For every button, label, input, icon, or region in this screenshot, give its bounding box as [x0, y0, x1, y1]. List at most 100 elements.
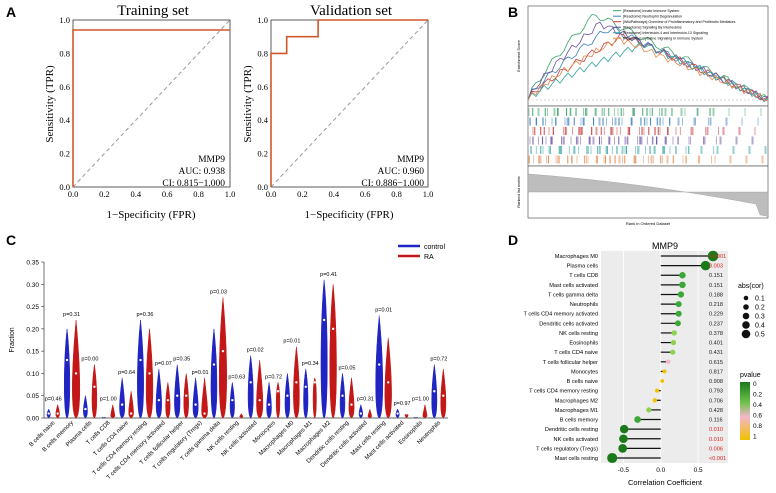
lollipop-dot — [652, 398, 657, 403]
violin-pvalue: p=0.01 — [192, 370, 209, 376]
color-legend-label: 1 — [753, 434, 757, 441]
lollipop-dot — [670, 339, 677, 346]
violin-RA — [128, 391, 134, 419]
violin-chart: 0.00 0.05 0.10 0.15 0.20 0.25 0.30 0.35 Fractio… — [9, 244, 448, 481]
gsea-panel: [Reactome] Innate Immune System [Reactome… — [516, 5, 769, 226]
roc-training-curve — [72, 29, 230, 187]
gsea-legend-label: [Reactome] Cytokine Signaling In Immune … — [623, 37, 703, 41]
gsea-ranked-metric — [527, 173, 769, 217]
violin-median-dot — [74, 372, 78, 375]
lollipop-row-label: T cells CD4 memory resting — [529, 389, 598, 395]
size-legend-title: abs(cor) — [738, 283, 764, 290]
lollipop-pvalue: <0.001 — [709, 254, 726, 260]
lollipop-pvalue: 0.151 — [709, 283, 723, 289]
violin-control — [155, 368, 162, 419]
violin-median-dot — [286, 394, 289, 397]
violin-median-dot — [194, 403, 197, 406]
lollipop-dot — [662, 369, 667, 374]
violin-median-dot — [387, 381, 390, 384]
lollipop-pvalue: 0.010 — [709, 437, 723, 443]
violin-median-dot — [322, 318, 326, 322]
lollipop-dot — [646, 407, 652, 413]
violin-pvalue: p=0.63 — [228, 374, 245, 380]
panel-a-letter: A — [6, 4, 16, 20]
lollipop-dot — [675, 301, 682, 308]
violin-RA — [312, 377, 317, 419]
roc-validation-ytick: 0.4 — [257, 115, 268, 125]
violin-control — [320, 279, 328, 419]
gsea-legend-label: [WikiPathways] Overview of Proinflammato… — [623, 20, 736, 24]
violin-median-dot — [221, 349, 225, 353]
violin-control — [137, 319, 144, 419]
gsea-legend-label: [Reactome] Neutrophil Degranulation — [623, 15, 682, 19]
violin-control — [247, 355, 254, 419]
legend-ra-label: RA — [424, 254, 434, 261]
gsea-legend: [Reactome] Innate Immune System [Reactome… — [613, 9, 736, 41]
violin-pvalue: p=1.00 — [100, 397, 117, 403]
violin-RA — [256, 360, 264, 419]
size-legend-dot — [743, 304, 749, 310]
lollipop-dot — [679, 271, 686, 279]
violin-control — [210, 328, 218, 419]
roc-training-xtick: 0.8 — [193, 189, 204, 199]
gsea-metric-ylabel: Ranked list metric — [516, 176, 521, 208]
violin-ytick-label: 0.20 — [26, 326, 39, 333]
violin-pvalue: p=0.02 — [247, 348, 264, 354]
lollipop-pvalue: 0.431 — [709, 350, 723, 356]
violin-pvalue: p=0.64 — [118, 370, 135, 376]
violin-ytick-label: 0.05 — [26, 393, 39, 400]
violin-median-dot — [93, 385, 96, 388]
lollipop-row-label: Dendritic cells activated — [539, 321, 598, 327]
color-legend-title: pvalue — [740, 372, 761, 379]
violin-pvalue: p=0.01 — [283, 339, 300, 345]
violin-pvalue: p=0.36 — [137, 312, 154, 318]
roc-training-ytick: 0.6 — [59, 82, 70, 92]
gsea-xlabel: Rank in Ordered Dataset — [626, 221, 671, 226]
gsea-es-curves — [527, 13, 769, 103]
lollipop-row-label: NK cells resting — [559, 331, 598, 337]
roc-validation-xtick: 0.2 — [297, 189, 308, 199]
violin-control — [119, 377, 126, 419]
color-legend-label: 0.2 — [753, 392, 762, 399]
roc-validation-xtick: 0.6 — [360, 189, 371, 199]
violin-legend: control RA — [398, 244, 445, 261]
lollipop-xtick: -0.5 — [618, 467, 630, 474]
roc-validation-curve — [270, 19, 428, 187]
violin-median-dot — [341, 394, 344, 397]
violin-control — [375, 315, 384, 419]
lollipop-dot — [700, 260, 711, 271]
violin-median-dot — [231, 398, 234, 402]
violin-median-dot — [157, 398, 161, 402]
violin-pvalue: p=0.34 — [302, 361, 319, 367]
lollipop-row-label: T cells follicular helper — [543, 360, 598, 366]
roc-training-ytick: 0.2 — [59, 149, 70, 159]
lollipop-row-label: Mast cells resting — [555, 456, 598, 462]
lollipop-dot — [670, 349, 676, 355]
violin-pvalue: p=0.72 — [265, 374, 282, 380]
violin-median-dot — [203, 412, 206, 415]
gsea-hit-marks — [528, 108, 767, 164]
roc-training-ytick: 1.0 — [59, 15, 70, 25]
roc-validation-xtick: 1.0 — [423, 189, 434, 199]
violin-RA — [384, 337, 392, 419]
lollipop-row-label: Monocytes — [571, 369, 598, 375]
lollipop-chart: MMP9 Macrophages M0 <0.001 Plasma cells 0.0… — [523, 241, 764, 487]
violin-median-dot — [249, 381, 252, 384]
roc-validation-ytick: 1.0 — [257, 15, 268, 25]
lollipop-pvalue: 0.229 — [709, 312, 723, 318]
roc-validation-xtick: 0.8 — [391, 189, 402, 199]
violin-median-dot — [84, 407, 87, 411]
lollipop-row-label: T cells CD4 naive — [554, 350, 598, 356]
violin-median-dot — [433, 390, 436, 393]
lollipop-row-label: Macrophages M0 — [555, 254, 598, 260]
violin-RA — [91, 364, 98, 419]
gsea-curve — [527, 41, 769, 103]
violin-RA — [329, 284, 337, 419]
panel-d-letter: D — [508, 232, 518, 248]
size-legend-dot — [743, 295, 749, 301]
violin-pvalue: p=1.00 — [412, 397, 429, 403]
roc-training-gene: MMP9 — [198, 155, 225, 165]
size-legend-dot — [741, 329, 751, 339]
violin-pvalue: p=0.46 — [45, 397, 62, 403]
